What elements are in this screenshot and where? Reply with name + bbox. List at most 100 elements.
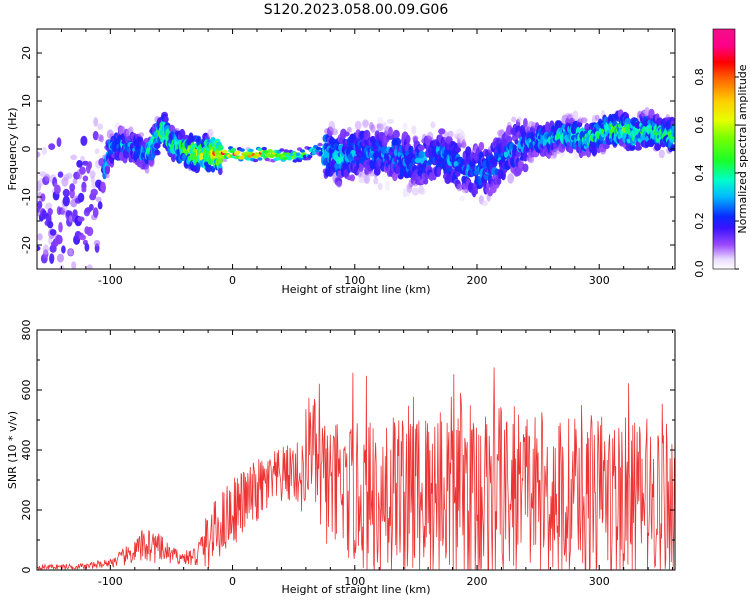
spectral-blob bbox=[478, 141, 485, 151]
spectral-blob bbox=[248, 148, 254, 153]
spectral-blob bbox=[436, 166, 442, 177]
spectral-blob bbox=[580, 117, 588, 124]
spectral-blob bbox=[92, 207, 99, 218]
colorbar-tick-label: 0.6 bbox=[693, 116, 706, 134]
spectral-blob bbox=[347, 126, 352, 133]
spectral-blob bbox=[423, 178, 429, 185]
spectral-blob bbox=[45, 202, 53, 210]
spectrogram-ylabel: Frequency (Hz) bbox=[6, 108, 19, 191]
spectral-blob bbox=[658, 149, 665, 159]
spectral-blob bbox=[60, 285, 66, 291]
spectral-blob bbox=[62, 188, 70, 197]
spectral-blob bbox=[670, 144, 675, 152]
spectral-blob bbox=[93, 239, 101, 247]
spectral-blob bbox=[37, 245, 41, 252]
spectral-blob bbox=[97, 201, 103, 210]
spectral-blob bbox=[222, 158, 228, 162]
colorbar-frame bbox=[712, 28, 736, 270]
spectral-blob bbox=[38, 274, 45, 282]
spectral-blob bbox=[37, 151, 41, 158]
spectral-blob bbox=[316, 146, 322, 151]
y-tick-label: 400 bbox=[20, 440, 33, 461]
spectral-blob bbox=[144, 165, 150, 174]
snr-series-line bbox=[37, 367, 675, 570]
colorbar-tick-label: 0.4 bbox=[693, 164, 706, 182]
spectral-blob bbox=[235, 150, 241, 155]
spectral-blob bbox=[49, 229, 57, 236]
spectral-blob bbox=[80, 155, 85, 162]
spectral-blob bbox=[349, 174, 355, 182]
spectral-blob bbox=[37, 233, 43, 241]
x-tick-label: 300 bbox=[589, 274, 610, 287]
x-tick-label: 0 bbox=[229, 575, 236, 588]
spectral-blob bbox=[257, 147, 263, 152]
spectral-blob bbox=[336, 180, 343, 188]
spectral-blob bbox=[354, 120, 362, 130]
spectral-blob bbox=[154, 142, 161, 149]
spectral-blob bbox=[362, 120, 369, 127]
spectral-blob bbox=[47, 220, 54, 229]
y-tick-label: 0 bbox=[20, 146, 33, 153]
spectral-blob bbox=[568, 147, 574, 154]
spectral-blob bbox=[47, 208, 53, 216]
spectral-blob bbox=[105, 172, 110, 179]
spectral-blob bbox=[307, 154, 313, 159]
spectral-blob bbox=[205, 163, 213, 173]
spectral-blob bbox=[414, 157, 422, 164]
spectral-blob bbox=[86, 226, 94, 237]
spectral-blob bbox=[343, 131, 350, 137]
spectral-blob bbox=[252, 158, 259, 163]
spectral-blob bbox=[491, 158, 498, 168]
spectral-blob bbox=[217, 157, 224, 164]
spectral-blob bbox=[377, 182, 383, 191]
spectral-blob bbox=[507, 173, 515, 184]
x-tick-label: 300 bbox=[589, 575, 610, 588]
spectral-blob bbox=[88, 285, 95, 290]
colorbar-gradient bbox=[713, 29, 735, 269]
spectral-blob bbox=[56, 137, 62, 148]
spectral-blob bbox=[411, 187, 419, 196]
spectral-blob bbox=[49, 253, 55, 264]
y-tick-label: 0 bbox=[20, 567, 33, 574]
spectral-blob bbox=[77, 216, 85, 222]
spectral-blob bbox=[57, 171, 64, 178]
spectral-blob bbox=[42, 244, 49, 256]
x-tick-label: -100 bbox=[98, 575, 123, 588]
spectral-blob bbox=[373, 177, 379, 185]
spectral-blob bbox=[602, 143, 610, 150]
colorbar-label: Normalized spectral amplitude bbox=[736, 64, 749, 233]
spectral-blob bbox=[496, 178, 502, 185]
x-tick-label: 0 bbox=[229, 274, 236, 287]
spectral-blob bbox=[511, 116, 517, 123]
x-tick-label: 100 bbox=[344, 575, 365, 588]
y-tick-label: 600 bbox=[20, 380, 33, 401]
spectral-blob bbox=[58, 222, 63, 233]
spectral-blob bbox=[245, 157, 251, 161]
spectral-blob bbox=[671, 124, 675, 134]
spectral-blob bbox=[84, 243, 90, 252]
spectral-blob bbox=[72, 178, 78, 185]
y-tick-label: 10 bbox=[20, 94, 33, 108]
spectral-blob bbox=[317, 142, 323, 147]
spectral-blob bbox=[48, 143, 56, 151]
spectral-blob bbox=[299, 149, 306, 153]
spectral-blob bbox=[385, 180, 390, 191]
spectral-blob bbox=[376, 123, 384, 132]
spectral-blob bbox=[517, 116, 522, 123]
spectral-blob bbox=[55, 269, 61, 276]
spectral-blob bbox=[87, 161, 93, 170]
spectral-blob bbox=[163, 116, 169, 123]
spectral-blob bbox=[94, 148, 100, 155]
colorbar-axes: 0.0 0.2 0.4 0.6 0.8 bbox=[693, 28, 739, 278]
snr-panel: -100 0 100 200 300 0 200 400 600 800 Height of st… bbox=[6, 320, 676, 596]
spectral-blob bbox=[217, 144, 224, 151]
spectral-blob bbox=[61, 245, 66, 254]
colorbar-tick-label: 0.8 bbox=[693, 68, 706, 86]
spectral-blob bbox=[71, 261, 77, 269]
spectral-blob bbox=[39, 171, 47, 177]
spectral-blob bbox=[370, 124, 376, 133]
spectral-blob bbox=[90, 188, 98, 197]
spectral-blob bbox=[405, 134, 411, 144]
spectral-blob bbox=[100, 181, 106, 192]
spectral-blob bbox=[377, 116, 384, 125]
